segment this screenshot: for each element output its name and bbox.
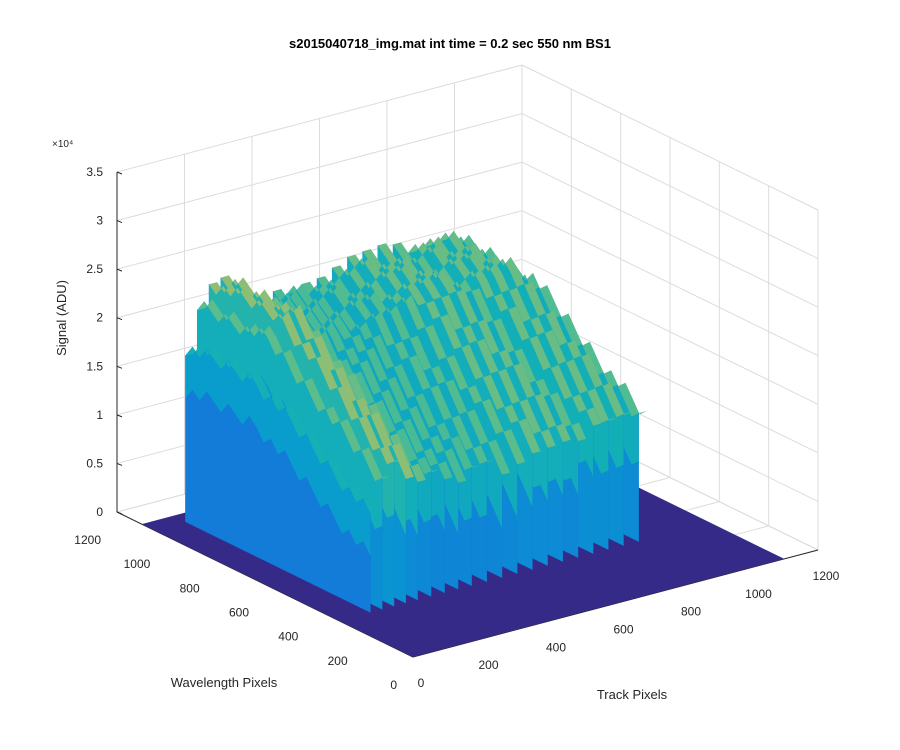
grid-line	[116, 64, 523, 173]
grid-line	[116, 210, 523, 319]
grid-line	[521, 113, 819, 260]
grid-line	[116, 161, 523, 270]
z-tick-mark	[116, 365, 123, 369]
x-tick-label: 200	[478, 658, 498, 672]
z-tick-label: 3.5	[86, 165, 103, 179]
x-axis-line	[412, 549, 819, 658]
z-tick-mark	[116, 171, 123, 175]
z-tick-label: 0.5	[86, 456, 103, 470]
y-tick-label: 200	[328, 654, 348, 668]
track-top	[286, 283, 480, 471]
grid-line	[521, 161, 819, 308]
z-tick-label: 0	[96, 505, 103, 519]
track-top	[453, 234, 647, 417]
y-tick-label: 800	[180, 581, 200, 595]
y-tick-label: 0	[390, 678, 397, 692]
track-top	[362, 249, 556, 448]
track-105	[185, 344, 379, 613]
grid-line	[521, 258, 819, 405]
y-tick-label: 1200	[74, 533, 101, 547]
y-tick-label: 600	[229, 606, 249, 620]
z-tick-mark	[116, 414, 123, 418]
tick-labels: 0200400600800100012000200400600800100012…	[74, 165, 839, 692]
grid-line	[521, 64, 819, 211]
track-top	[438, 230, 632, 418]
z-tick-label: 1.5	[86, 359, 103, 373]
x-axis-label: Track Pixels	[597, 687, 668, 702]
y-axis-label: Wavelength Pixels	[171, 675, 278, 690]
track-top	[377, 243, 571, 442]
track-crest	[185, 347, 371, 557]
z-tick-label: 3	[96, 214, 103, 228]
z-tick-mark	[116, 220, 123, 224]
z-multiplier-label: ×10⁴	[52, 139, 73, 150]
x-tick-label: 600	[613, 623, 633, 637]
track-top	[393, 242, 586, 441]
z-tick-mark	[116, 462, 123, 466]
track-top	[259, 296, 453, 480]
track-top	[246, 301, 440, 475]
x-tick-label: 400	[546, 640, 566, 654]
chart-title: s2015040718_img.mat int time = 0.2 sec 5…	[289, 36, 611, 51]
z-tick-mark	[116, 317, 123, 321]
track-top	[301, 281, 495, 464]
z-tick-mark	[116, 268, 123, 272]
z-tick-mark	[116, 511, 123, 515]
z-tick-label: 1	[96, 408, 103, 422]
track-top	[197, 299, 391, 482]
track-top	[209, 282, 403, 465]
z-axis-label: Signal (ADU)	[54, 280, 69, 356]
grid-line	[521, 210, 819, 357]
x-tick-label: 1000	[745, 587, 772, 601]
y-tick-label: 1000	[124, 557, 151, 571]
grid-line	[116, 113, 523, 222]
x-tick-label: 0	[418, 676, 425, 690]
z-tick-label: 2.5	[86, 262, 103, 276]
x-tick-label: 1200	[813, 569, 840, 583]
track-top	[185, 344, 379, 514]
surface-tracks	[185, 230, 647, 613]
x-tick-label: 800	[681, 605, 701, 619]
track-top	[408, 242, 602, 426]
z-tick-label: 2	[96, 311, 103, 325]
y-tick-label: 400	[278, 630, 298, 644]
